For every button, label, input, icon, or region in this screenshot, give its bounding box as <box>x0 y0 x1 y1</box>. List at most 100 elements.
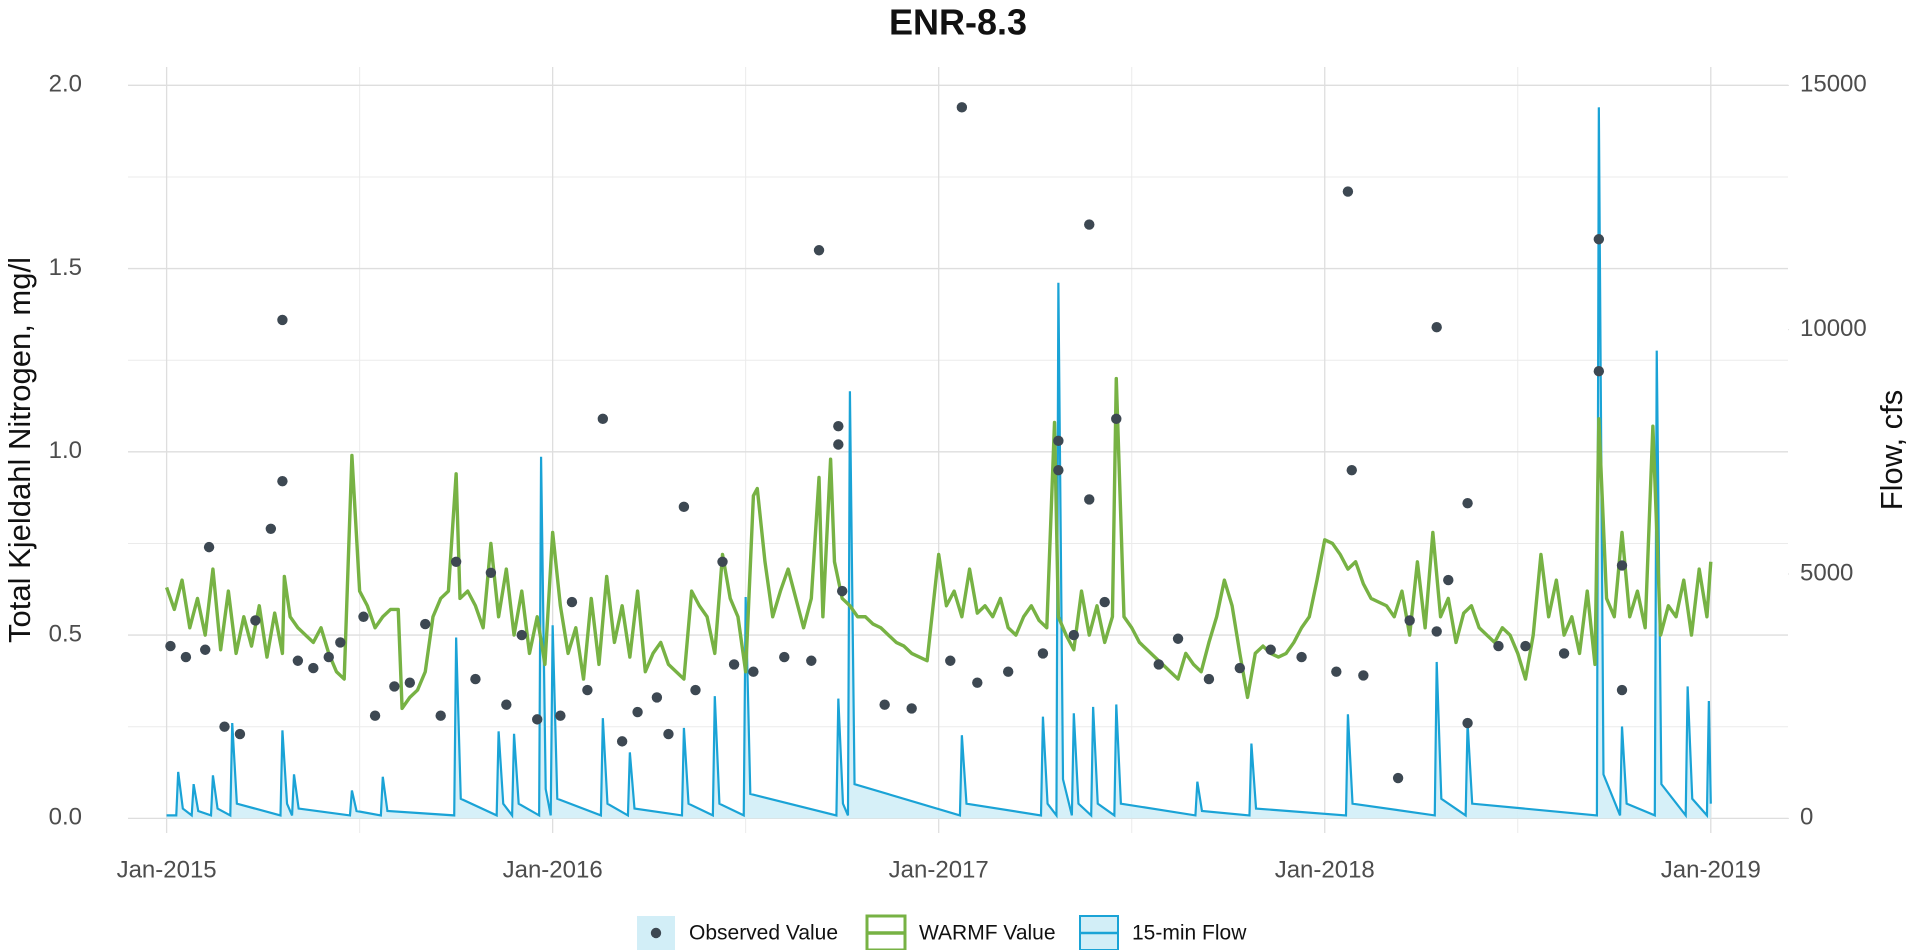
observed-point <box>632 706 643 718</box>
legend-label: 15-min Flow <box>1132 922 1247 945</box>
observed-point <box>555 710 566 721</box>
observed-point <box>501 699 512 710</box>
observed-point <box>1431 626 1442 637</box>
observed-point <box>1493 640 1504 652</box>
observed-point <box>1002 666 1014 677</box>
chart-title: ENR-8.3 <box>889 2 1027 43</box>
observed-point <box>1462 497 1473 509</box>
observed-point <box>1558 648 1570 659</box>
observed-point <box>250 615 261 626</box>
y-tick-label: 2.0 <box>49 71 82 98</box>
observed-point <box>1404 615 1415 626</box>
observed-point <box>470 673 481 685</box>
observed-point <box>323 651 334 663</box>
observed-point <box>180 651 192 663</box>
observed-point <box>420 618 431 630</box>
observed-point <box>972 677 983 688</box>
observed-point <box>1296 651 1307 663</box>
observed-point <box>728 659 740 670</box>
observed-point <box>1068 629 1080 641</box>
observed-point <box>1153 659 1164 670</box>
observed-point <box>1358 670 1369 681</box>
observed-point <box>678 501 690 513</box>
observed-point <box>651 692 663 703</box>
observed-point <box>1392 772 1404 784</box>
observed-point <box>906 703 917 714</box>
observed-point <box>582 684 593 696</box>
y-axis-label: Total Kjeldahl Nitrogen, mg/l <box>2 257 37 643</box>
observed-point <box>277 475 288 487</box>
observed-point <box>1616 560 1628 571</box>
x-tick-label: Jan-2015 <box>117 856 217 883</box>
x-tick-label: Jan-2018 <box>1275 856 1375 883</box>
observed-point <box>1203 673 1215 685</box>
x-tick-label: Jan-2019 <box>1661 856 1761 883</box>
observed-point <box>200 644 211 655</box>
observed-point <box>1265 644 1276 655</box>
observed-point <box>485 567 497 578</box>
observed-point <box>1084 219 1095 230</box>
observed-point <box>1462 717 1473 729</box>
observed-point <box>1593 234 1605 245</box>
observed-point <box>450 556 462 567</box>
observed-point <box>1443 574 1454 586</box>
observed-point <box>1053 464 1064 476</box>
observed-point <box>748 666 759 677</box>
y-tick-label: 1.5 <box>49 254 82 281</box>
warmf-line <box>164 376 1713 711</box>
observed-point <box>690 684 701 696</box>
observed-point <box>389 681 400 692</box>
observed-point <box>435 710 446 721</box>
observed-point <box>234 728 246 740</box>
observed-point <box>292 655 304 666</box>
observed-point <box>879 699 890 710</box>
observed-point <box>532 714 543 725</box>
observed-point <box>1520 640 1531 652</box>
observed-point <box>1346 464 1357 476</box>
legend-marker <box>650 927 662 939</box>
observed-point <box>1037 648 1049 659</box>
observed-point <box>717 556 728 567</box>
observed-point <box>165 640 176 652</box>
observed-point <box>779 651 790 663</box>
observed-point <box>203 541 215 553</box>
y2-axis-label: Flow, cfs <box>1874 390 1909 511</box>
observed-point <box>663 728 674 740</box>
legend-label: Observed Value <box>689 922 838 945</box>
observed-point <box>1099 596 1110 608</box>
x-tick-label: Jan-2017 <box>889 856 989 883</box>
observed-point <box>1084 494 1095 505</box>
legend-label: WARMF Value <box>919 922 1056 945</box>
observed-point <box>219 721 230 732</box>
y2-tick-label: 15000 <box>1800 71 1867 98</box>
observed-point <box>956 102 968 113</box>
observed-point <box>308 662 319 674</box>
x-tick-label: Jan-2016 <box>503 856 603 883</box>
observed-point <box>277 314 288 326</box>
observed-point <box>1053 435 1064 447</box>
y2-tick-label: 10000 <box>1800 315 1867 342</box>
y-tick-label: 1.0 <box>49 437 82 464</box>
observed-point <box>1111 413 1122 425</box>
observed-point <box>597 413 609 425</box>
flow-line <box>166 107 1712 819</box>
y2-tick-label: 5000 <box>1800 559 1853 586</box>
observed-point <box>358 611 369 622</box>
observed-point <box>1616 684 1628 696</box>
observed-point <box>836 585 848 597</box>
observed-point <box>335 637 346 648</box>
y2-tick-label: 0 <box>1800 804 1813 831</box>
observed-point <box>616 736 628 747</box>
y-tick-label: 0.0 <box>49 804 82 831</box>
observed-point <box>516 629 527 641</box>
observed-point <box>369 710 381 721</box>
observed-point <box>265 523 277 534</box>
observed-point <box>833 420 844 432</box>
y-tick-label: 0.5 <box>49 620 82 647</box>
observed-point <box>1172 633 1184 644</box>
observed-point <box>1234 662 1246 674</box>
observed-point <box>1593 366 1605 377</box>
observed-point <box>566 596 578 608</box>
